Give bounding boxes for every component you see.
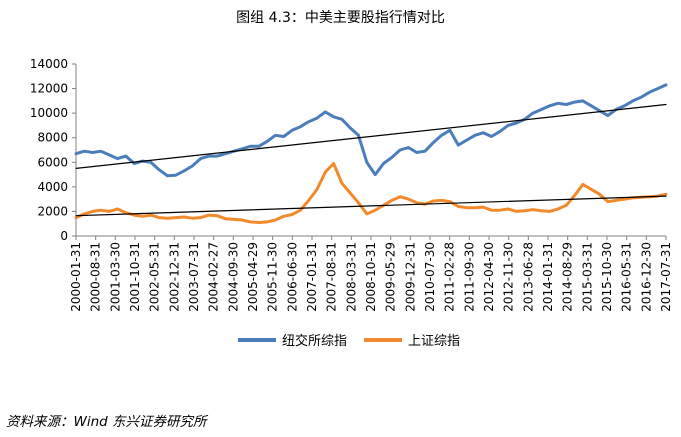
y-tick-label: 0 bbox=[60, 229, 68, 243]
x-tick-label: 2000-01-31 bbox=[69, 242, 83, 312]
series-line-0 bbox=[74, 83, 668, 178]
x-tick-label: 2002-05-31 bbox=[148, 242, 162, 312]
y-tick-label: 4000 bbox=[37, 180, 68, 194]
axes-layer bbox=[72, 63, 667, 240]
x-tick-label: 2012-04-30 bbox=[482, 242, 496, 312]
legend-swatch-nyse bbox=[238, 337, 276, 342]
x-tick-label: 2003-07-31 bbox=[187, 242, 201, 312]
x-tick-label: 2008-10-31 bbox=[364, 242, 378, 312]
x-tick-label: 2016-05-31 bbox=[620, 242, 634, 312]
legend-label-nyse: 纽交所综指 bbox=[282, 334, 348, 349]
legend-label-shcomp: 上证综指 bbox=[408, 334, 461, 349]
series-line-1 bbox=[74, 162, 668, 224]
x-tick-label: 2004-09-30 bbox=[226, 242, 240, 312]
y-tick-label: 6000 bbox=[37, 155, 68, 169]
chart-title: 图组 4.3：中美主要股指行情对比 bbox=[236, 10, 445, 26]
x-tick-label: 2006-06-30 bbox=[285, 242, 299, 312]
y-tick-label: 2000 bbox=[37, 204, 68, 218]
ticks-layer: 0 2000 4000 6000 8000 10000 12000 14000 2000-01-… bbox=[30, 57, 673, 312]
x-tick-label: 2011-09-30 bbox=[462, 242, 476, 312]
x-tick-label: 2013-06-28 bbox=[521, 242, 535, 312]
y-tick-label: 14000 bbox=[30, 57, 68, 71]
source-note: 资料来源：Wind 东兴证券研究所 bbox=[6, 414, 207, 430]
x-tick-label: 2010-07-30 bbox=[423, 242, 437, 312]
trend-line-3 bbox=[75, 195, 667, 217]
legend-swatch-shcomp bbox=[364, 337, 402, 342]
x-tick-label: 2001-03-30 bbox=[108, 242, 122, 312]
x-tick-label: 2004-02-27 bbox=[207, 242, 221, 312]
legend-item-nyse: 纽交所综指 bbox=[238, 330, 347, 349]
x-tick-label: 2011-02-28 bbox=[443, 242, 457, 312]
x-tick-label: 2012-11-30 bbox=[502, 242, 516, 312]
x-tick-label: 2005-04-29 bbox=[246, 242, 260, 312]
x-tick-label: 2016-12-30 bbox=[639, 242, 653, 312]
x-tick-label: 2000-08-31 bbox=[89, 242, 103, 312]
x-tick-label: 2009-12-31 bbox=[403, 242, 417, 312]
x-tick-label: 2008-03-31 bbox=[344, 242, 358, 312]
legend: 纽交所综指 上证综指 bbox=[0, 330, 681, 350]
x-tick-label: 2002-12-31 bbox=[167, 242, 181, 312]
y-tick-label: 8000 bbox=[37, 131, 68, 145]
y-tick-label: 10000 bbox=[30, 106, 68, 120]
x-tick-label: 2007-01-31 bbox=[305, 242, 319, 312]
series-layer bbox=[74, 83, 668, 224]
x-tick-label: 2014-01-31 bbox=[541, 242, 555, 312]
x-tick-label: 2017-07-31 bbox=[659, 242, 673, 312]
x-tick-label: 2014-08-29 bbox=[561, 242, 575, 312]
legend-item-shcomp: 上证综指 bbox=[364, 330, 460, 349]
x-tick-label: 2015-03-31 bbox=[580, 242, 594, 312]
x-tick-label: 2005-11-30 bbox=[266, 242, 280, 312]
x-tick-label: 2009-05-29 bbox=[384, 242, 398, 312]
x-tick-label: 2015-10-30 bbox=[600, 242, 614, 312]
x-tick-label: 2001-10-31 bbox=[128, 242, 142, 312]
y-tick-label: 12000 bbox=[30, 82, 68, 96]
trend-line-2 bbox=[75, 103, 667, 169]
x-tick-label: 2007-08-31 bbox=[325, 242, 339, 312]
